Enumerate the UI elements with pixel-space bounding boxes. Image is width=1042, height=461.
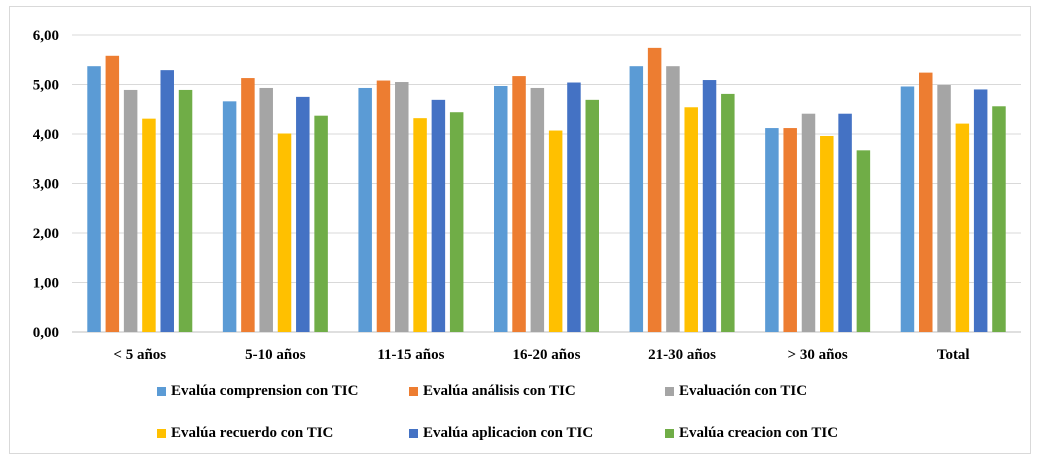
bar [123, 89, 138, 332]
bar [721, 93, 735, 332]
bar [160, 70, 174, 333]
bar [494, 85, 508, 332]
bar [277, 133, 292, 332]
y-tick-label: 1,00 [33, 276, 59, 292]
legend-swatch [409, 387, 418, 396]
bar [548, 130, 563, 332]
bar [241, 78, 255, 332]
legend-item-creacion: Evalúa creacion con TIC [665, 425, 838, 442]
x-tick-label: Total [937, 347, 970, 363]
bar [647, 47, 662, 333]
x-tick-label: > 30 años [788, 347, 848, 363]
bar [449, 112, 464, 332]
gridlines [72, 34, 1021, 333]
bar [530, 87, 545, 332]
bar [856, 150, 871, 332]
y-axis: 0,00 1,00 2,00 3,00 4,00 5,00 6,00 [33, 28, 59, 341]
bar [937, 84, 951, 333]
bar [431, 99, 446, 332]
y-tick-label: 0,00 [33, 325, 59, 341]
legend-swatch [665, 387, 674, 396]
legend-label: Evalúa comprension con TIC [171, 383, 359, 399]
x-tick-label: 16-20 años [513, 347, 581, 363]
legend-swatch [157, 429, 166, 438]
y-tick-label: 3,00 [33, 177, 59, 193]
bar [585, 99, 599, 332]
bar [783, 128, 797, 332]
legend-item-recuerdo: Evalúa recuerdo con TIC [157, 425, 333, 442]
bar [395, 82, 409, 333]
legend-item-comprension: Evalúa comprension con TIC [157, 383, 358, 400]
x-tick-label: 11-15 años [377, 347, 444, 363]
legend-swatch [665, 429, 674, 438]
legend-label: Evaluación con TIC [679, 383, 808, 399]
bar [765, 128, 779, 332]
legend-label: Evalúa análisis con TIC [423, 383, 576, 399]
bar [358, 87, 372, 332]
bar [801, 113, 816, 332]
x-tick-label: 21-30 años [648, 347, 716, 363]
legend-label: Evalúa recuerdo con TIC [171, 425, 334, 441]
bar [178, 89, 193, 332]
bar [900, 86, 915, 332]
bar [919, 72, 933, 333]
x-axis: < 5 años 5-10 años 11-15 años 16-20 años 21-… [113, 347, 969, 363]
y-tick-label: 4,00 [33, 127, 59, 143]
bar [684, 107, 698, 333]
legend-label: Evalúa aplicacion con TIC [423, 425, 594, 441]
bar [512, 76, 526, 333]
bar [973, 89, 988, 332]
bar [702, 80, 717, 332]
bar [838, 113, 852, 332]
legend-label: Evalúa creacion con TIC [679, 425, 839, 441]
bar [666, 66, 680, 332]
bar [105, 55, 120, 332]
bar [259, 87, 273, 332]
bar [413, 118, 427, 332]
bar [992, 106, 1006, 332]
bar [222, 101, 237, 332]
y-tick-label: 2,00 [33, 226, 59, 242]
y-tick-label: 6,00 [33, 28, 59, 44]
bar [314, 115, 328, 332]
bar [87, 66, 101, 332]
bars [87, 47, 1006, 333]
x-tick-label: 5-10 años [245, 347, 306, 363]
bar [567, 82, 581, 333]
bar [142, 118, 156, 332]
bar [820, 135, 834, 332]
y-tick-label: 5,00 [33, 78, 59, 94]
legend-item-analisis: Evalúa análisis con TIC [409, 383, 576, 400]
bar-chart: 0,00 1,00 2,00 3,00 4,00 5,00 6,00 < 5 años 5-1… [33, 28, 1021, 363]
legend-item-aplicacion: Evalúa aplicacion con TIC [409, 425, 593, 442]
legend-swatch [157, 387, 166, 396]
bar [376, 80, 391, 332]
bar [296, 96, 310, 332]
x-tick-label: < 5 años [113, 347, 166, 363]
legend-item-evaluacion: Evaluación con TIC [665, 383, 807, 400]
legend-swatch [409, 429, 418, 438]
bar [955, 123, 970, 332]
bar [629, 66, 644, 332]
